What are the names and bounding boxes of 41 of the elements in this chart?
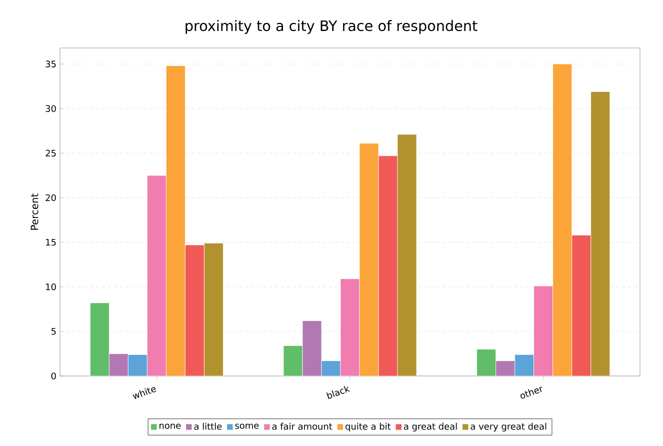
bar <box>166 66 186 376</box>
bar <box>514 354 534 376</box>
bar <box>552 64 572 376</box>
x-tick-label: black <box>326 386 350 400</box>
bar <box>321 360 341 376</box>
bar <box>90 302 110 376</box>
bar <box>496 360 516 376</box>
bar <box>378 156 398 376</box>
legend-label: quite a bit <box>346 422 391 432</box>
bar <box>534 286 554 376</box>
x-tick-label: other <box>520 386 542 399</box>
y-tick-label: 0 <box>51 372 56 380</box>
legend-label: a very great deal <box>470 422 546 432</box>
bar <box>283 345 303 376</box>
bar <box>302 320 322 376</box>
y-tick-label: 25 <box>46 150 56 157</box>
y-tick-label: 30 <box>46 105 56 112</box>
y-tick-label: 20 <box>46 194 56 202</box>
chart-title: proximity to a city BY race of respondent <box>186 20 478 34</box>
y-tick-label: 10 <box>46 283 56 290</box>
bar <box>590 91 610 376</box>
bar <box>128 354 148 376</box>
bar <box>476 349 496 376</box>
y-tick-label: 15 <box>46 238 56 246</box>
x-tick-label: white <box>132 387 156 399</box>
bar <box>184 244 204 376</box>
bar <box>204 242 224 376</box>
legend-label: a great deal <box>404 422 457 432</box>
legend-label: some <box>235 424 259 429</box>
legend-label: a fair amount <box>272 422 332 430</box>
bar <box>340 278 360 376</box>
y-tick-label: 5 <box>51 328 56 335</box>
bar <box>146 175 166 376</box>
bar <box>108 354 128 376</box>
bar <box>397 134 417 376</box>
legend-label: none <box>160 424 181 429</box>
legend-label: a little <box>194 422 222 430</box>
y-tick-label: 35 <box>46 60 56 68</box>
bar <box>359 143 379 376</box>
y-axis-title: Percent <box>30 193 38 230</box>
bar <box>572 234 592 376</box>
